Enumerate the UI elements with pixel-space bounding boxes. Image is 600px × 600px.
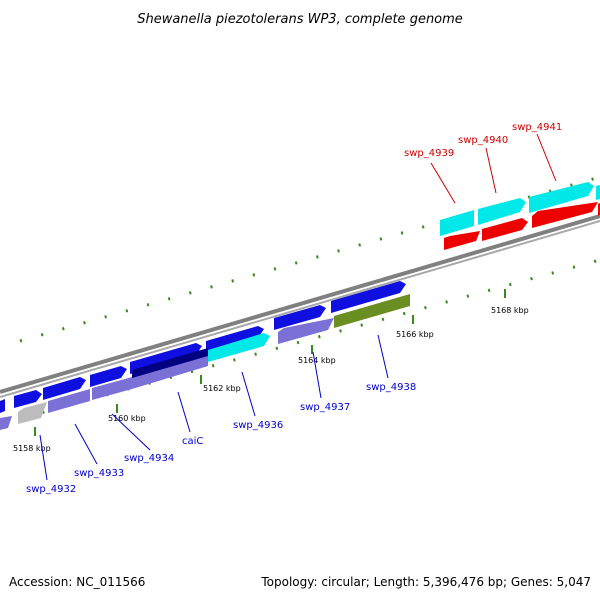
gene-arrow[interactable] — [132, 348, 208, 378]
callout-line — [312, 351, 322, 399]
scale-label-5158: 5158 kbp — [13, 444, 51, 453]
gene-label-swp-4933[interactable]: swp_4933 — [74, 468, 124, 479]
gene-arrow[interactable] — [90, 366, 127, 387]
callout-line — [111, 413, 151, 451]
callout-line — [241, 371, 256, 417]
gene-arrow[interactable] — [48, 389, 90, 413]
gene-arrow[interactable] — [18, 402, 47, 424]
reverse-strand-genes — [0, 202, 600, 430]
gene-label-swp-4941[interactable]: swp_4941 — [512, 122, 562, 133]
scale-ticks: 5158 kbp 5160 kbp 5162 kbp 5164 kbp 5166… — [13, 289, 529, 453]
gene-arrow[interactable] — [208, 333, 270, 362]
scale-label-5166: 5166 kbp — [396, 330, 434, 339]
gene-label-swp-4940[interactable]: swp_4940 — [458, 135, 508, 146]
gene-label-swp-4939[interactable]: swp_4939 — [404, 148, 454, 159]
gene-label-swp-4932[interactable]: swp_4932 — [26, 484, 76, 495]
gene-arrow[interactable] — [43, 377, 86, 400]
gene-arrow[interactable] — [92, 377, 132, 400]
gene-arrow[interactable] — [132, 354, 208, 389]
scale-label-5164: 5164 kbp — [298, 356, 336, 365]
scale-label-5162: 5162 kbp — [203, 384, 241, 393]
callout-line — [485, 147, 497, 194]
genome-summary: Topology: circular; Length: 5,396,476 bp… — [260, 575, 591, 589]
callout-line — [536, 133, 557, 182]
scale-label-5160: 5160 kbp — [108, 414, 146, 423]
gene-label-swp-4936[interactable]: swp_4936 — [233, 420, 283, 431]
genome-backbone — [0, 214, 600, 398]
gene-arrow[interactable] — [440, 210, 474, 236]
gene-arrow[interactable] — [334, 294, 410, 328]
callout-line — [74, 423, 98, 465]
forward-strand-genes — [0, 182, 600, 413]
gene-arrow[interactable] — [482, 218, 528, 241]
gene-arrow[interactable] — [331, 281, 406, 313]
callout-line — [39, 434, 48, 481]
gene-arrow[interactable] — [596, 185, 600, 200]
accession-label: Accession: NC_011566 — [9, 575, 145, 589]
gene-label-caic[interactable]: caiC — [182, 436, 203, 447]
gene-label-swp-4937[interactable]: swp_4937 — [300, 402, 350, 413]
gene-arrow[interactable] — [274, 305, 326, 330]
gene-arrow[interactable] — [14, 390, 42, 408]
gene-label-callouts — [39, 133, 557, 481]
gene-label-swp-4934[interactable]: swp_4934 — [124, 453, 174, 464]
gene-labels: swp_4932 swp_4933 swp_4934 caiC swp_4936… — [26, 122, 562, 495]
map-title: Shewanella piezotolerans WP3, complete g… — [137, 12, 463, 27]
gene-arrow[interactable] — [532, 202, 598, 228]
callout-line — [377, 334, 389, 379]
gene-label-swp-4938[interactable]: swp_4938 — [366, 382, 416, 393]
gene-arrow[interactable] — [529, 182, 594, 213]
callout-line — [430, 162, 456, 204]
gene-arrow[interactable] — [0, 416, 12, 430]
gene-arrow[interactable] — [278, 318, 334, 344]
gene-arrow[interactable] — [478, 198, 526, 225]
scale-label-5168: 5168 kbp — [491, 306, 529, 315]
gene-arrow[interactable] — [0, 399, 5, 413]
callout-line — [177, 391, 191, 433]
gene-arrow[interactable] — [444, 231, 480, 250]
